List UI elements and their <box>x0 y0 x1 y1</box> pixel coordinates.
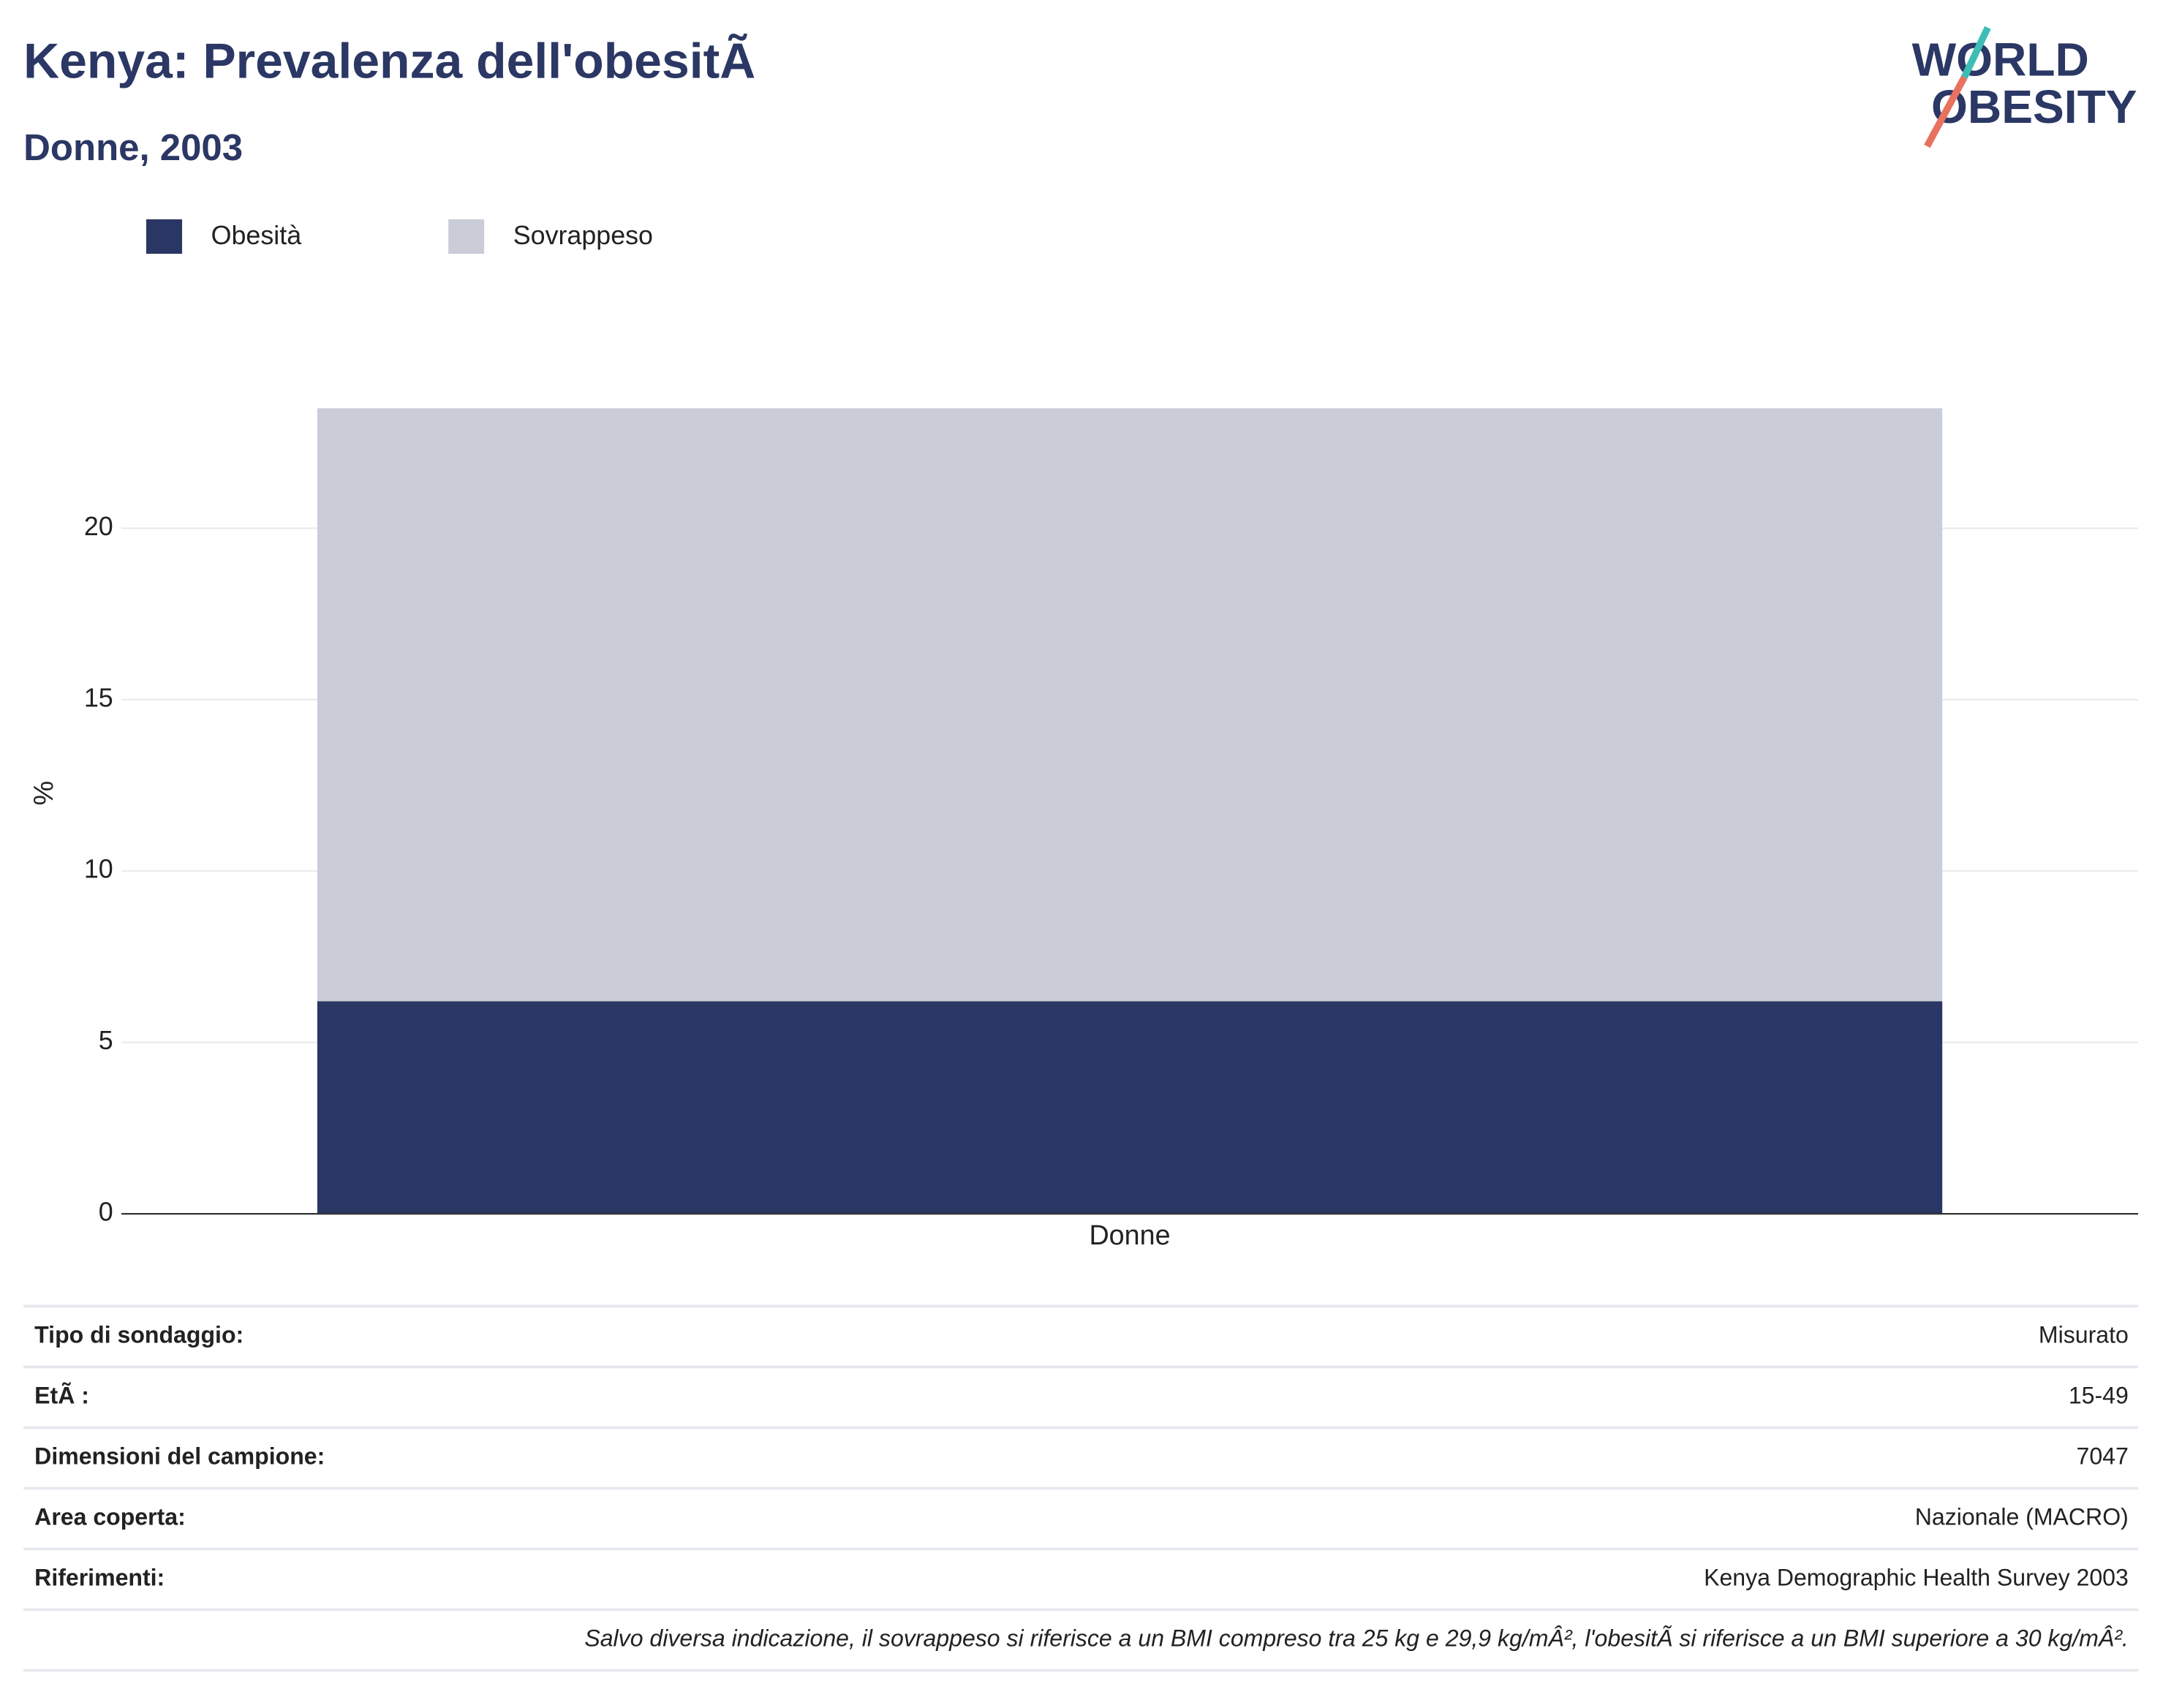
chart-title: Kenya: Prevalenza dell'obesitÃ <box>23 34 755 89</box>
table-value: 15-49 <box>2069 1382 2129 1408</box>
y-tick-label: 15 <box>84 683 113 712</box>
y-tick-label: 10 <box>84 855 113 884</box>
legend-label: Obesità <box>211 221 302 250</box>
legend-swatch <box>448 219 485 254</box>
y-tick-label: 0 <box>99 1198 113 1227</box>
table-note: Salvo diversa indicazione, il sovrappeso… <box>584 1625 2128 1651</box>
x-tick-label: Donne <box>1089 1220 1170 1250</box>
table-label: EtÃ : <box>34 1382 89 1408</box>
legend-label: Sovrappeso <box>513 221 653 250</box>
logo-text: OBESITY <box>1931 80 2137 133</box>
logo-slash <box>1924 75 1968 148</box>
logo-slash <box>1961 26 1991 79</box>
table-value: 7047 <box>2077 1443 2129 1469</box>
bar-segment <box>317 408 1943 1002</box>
chart-subtitle: Donne, 2003 <box>23 126 243 168</box>
table-label: Riferimenti: <box>34 1564 165 1590</box>
table-label: Tipo di sondaggio: <box>34 1321 244 1348</box>
table-value: Misurato <box>2039 1321 2129 1348</box>
y-tick-label: 20 <box>84 512 113 541</box>
y-tick-label: 5 <box>99 1026 113 1055</box>
table-value: Kenya Demographic Health Survey 2003 <box>1704 1564 2129 1590</box>
table-label: Dimensioni del campione: <box>34 1443 325 1469</box>
legend-swatch <box>146 219 183 254</box>
table-value: Nazionale (MACRO) <box>1915 1503 2129 1530</box>
y-axis-label: % <box>28 781 58 806</box>
bar-segment <box>317 1001 1943 1214</box>
table-label: Area coperta: <box>34 1503 186 1530</box>
logo-text: WORLD <box>1912 34 2089 86</box>
